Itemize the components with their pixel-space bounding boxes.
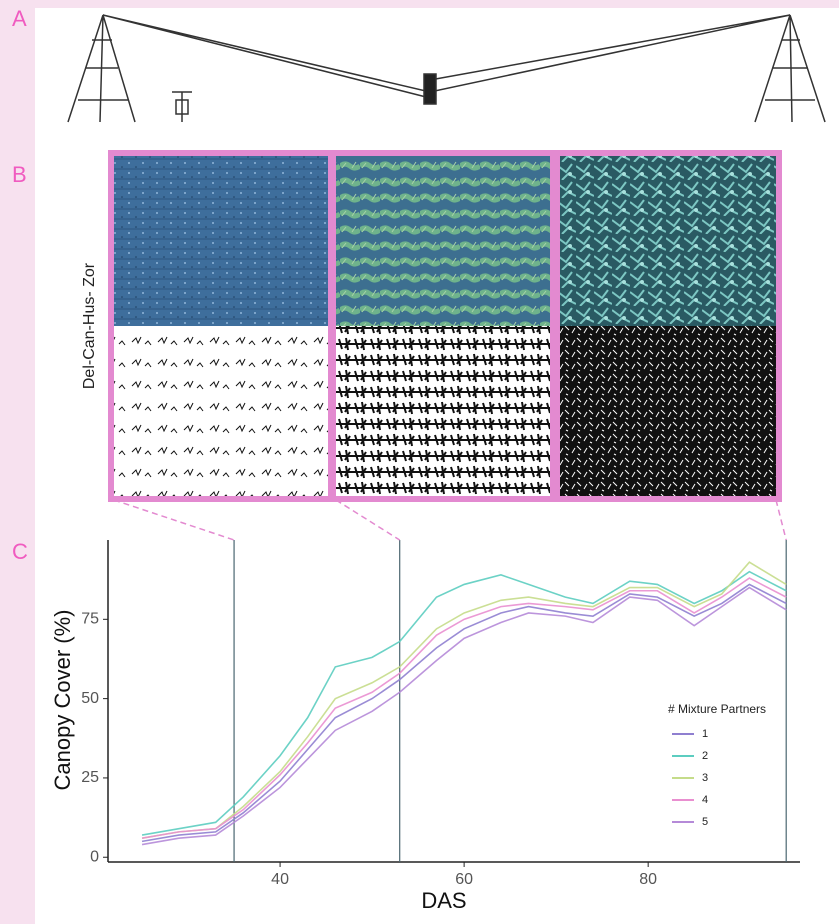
panel-label: B: [12, 162, 27, 187]
legend-label: 1: [702, 728, 708, 740]
y-tick-label: 25: [81, 769, 99, 786]
series-line: [141, 586, 787, 846]
series-line: [141, 583, 787, 843]
series-line: [141, 570, 787, 836]
series-line: [141, 561, 787, 839]
connector: [335, 499, 401, 541]
connector: [113, 499, 235, 541]
y-axis-title: Canopy Cover (%): [50, 610, 75, 791]
x-tick-label: 60: [455, 871, 473, 888]
legend-label: 4: [702, 794, 708, 806]
y-tick-label: 50: [81, 690, 99, 707]
cable-system-diagram: [67, 14, 826, 123]
legend-title: # Mixture Partners: [668, 702, 766, 716]
series-line: [141, 577, 787, 839]
panel-label: C: [12, 539, 28, 564]
x-tick-label: 80: [639, 871, 657, 888]
legend-label: 5: [702, 816, 708, 828]
image-panel: [108, 150, 782, 502]
y-tick-label: 0: [90, 848, 99, 865]
plot-label: Del-Can-Hus- Zor: [81, 262, 98, 389]
legend-label: 3: [702, 772, 708, 784]
y-tick-label: 75: [81, 611, 99, 628]
panel-label: A: [12, 6, 27, 31]
x-tick-label: 40: [271, 871, 289, 888]
legend-label: 2: [702, 750, 708, 762]
connector: [775, 499, 787, 541]
x-axis-title: DAS: [421, 888, 466, 913]
